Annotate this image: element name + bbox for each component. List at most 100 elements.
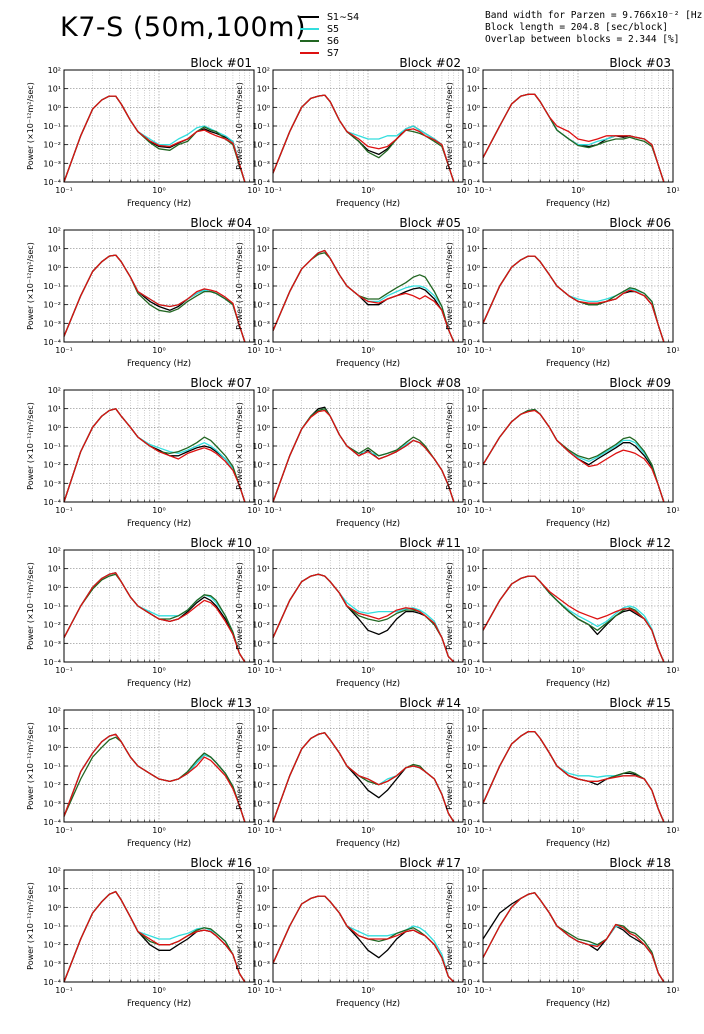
x-tick-label: 10⁻¹	[264, 346, 282, 355]
chart-title: Block #01	[190, 56, 252, 70]
series-line-4	[63, 95, 246, 183]
chart-title: Block #10	[190, 536, 252, 550]
y-axis-label: Power (×10⁻¹²m²/sec)	[235, 402, 244, 490]
x-tick-label: 10⁰	[571, 186, 584, 195]
series-line-4	[482, 575, 665, 663]
legend-item-s5: S5	[300, 23, 420, 35]
chart-title: Block #17	[399, 856, 461, 870]
x-tick-label: 10¹	[247, 986, 260, 995]
chart-title: Block #14	[399, 696, 461, 710]
x-axis-label: Frequency (Hz)	[127, 519, 191, 529]
series-line-3	[63, 573, 246, 663]
x-tick-label: 10⁰	[571, 986, 584, 995]
x-axis-label: Frequency (Hz)	[546, 199, 610, 209]
y-tick-label: 10²	[257, 66, 270, 75]
series-line-4	[272, 573, 455, 663]
series-line-1	[63, 95, 246, 183]
series-line-4	[482, 892, 665, 983]
y-tick-label: 10⁻¹	[252, 282, 270, 291]
x-tick-label: 10⁻¹	[474, 506, 492, 515]
chart-title: Block #13	[190, 696, 252, 710]
y-tick-label: 10²	[48, 66, 61, 75]
x-tick-label: 10¹	[247, 666, 260, 675]
x-tick-label: 10⁰	[571, 826, 584, 835]
y-tick-label: 10⁻¹	[43, 762, 61, 771]
x-tick-label: 10⁻¹	[264, 506, 282, 515]
y-tick-label: 10⁻²	[252, 141, 270, 150]
series-line-2	[63, 572, 246, 663]
series-line-1	[63, 254, 246, 343]
chart-title: Block #07	[190, 376, 252, 390]
legend-label: S5	[327, 23, 340, 35]
legend-line-s1-s4	[300, 16, 319, 18]
y-tick-label: 10¹	[48, 725, 61, 734]
y-tick-label: 10⁰	[48, 263, 61, 272]
x-tick-label: 10⁰	[152, 826, 165, 835]
y-tick-label: 10⁻⁴	[43, 818, 61, 827]
y-tick-label: 10⁻⁴	[462, 818, 480, 827]
y-axis-label: Power (×10⁻¹²m²/sec)	[445, 242, 454, 330]
page-title: K7-S (50m,100m)	[60, 12, 306, 43]
y-tick-label: 10⁻¹	[462, 282, 480, 291]
y-tick-label: 10⁰	[48, 743, 61, 752]
y-tick-label: 10¹	[48, 405, 61, 414]
x-axis-label: Frequency (Hz)	[546, 679, 610, 689]
y-tick-label: 10²	[48, 226, 61, 235]
y-tick-label: 10⁻⁴	[43, 658, 61, 667]
x-tick-label: 10¹	[666, 666, 679, 675]
legend-item-s7: S7	[300, 47, 420, 59]
x-tick-label: 10¹	[456, 826, 469, 835]
y-tick-label: 10²	[467, 226, 480, 235]
x-axis-label: Frequency (Hz)	[127, 999, 191, 1009]
y-tick-label: 10⁻³	[252, 799, 270, 808]
series-line-4	[482, 409, 665, 503]
x-axis-label: Frequency (Hz)	[336, 519, 400, 529]
y-axis-label: Power (×10⁻¹²m²/sec)	[26, 82, 35, 170]
series-line-4	[272, 94, 455, 183]
y-tick-label: 10⁻²	[43, 301, 61, 310]
legend-label: S7	[327, 47, 340, 59]
series-line-2	[272, 408, 455, 503]
y-tick-label: 10²	[467, 866, 480, 875]
series-line-3	[63, 736, 246, 823]
y-tick-label: 10⁰	[467, 583, 480, 592]
legend-line-s5	[300, 28, 319, 30]
x-axis-label: Frequency (Hz)	[336, 199, 400, 209]
y-tick-label: 10⁻³	[252, 479, 270, 488]
y-tick-label: 10⁻²	[252, 621, 270, 630]
y-tick-label: 10⁻²	[462, 461, 480, 470]
series-line-4	[63, 572, 246, 663]
y-tick-label: 10⁻³	[43, 959, 61, 968]
y-tick-label: 10¹	[467, 405, 480, 414]
y-axis-label: Power (×10⁻¹²m²/sec)	[235, 242, 244, 330]
y-tick-label: 10⁰	[48, 423, 61, 432]
x-tick-label: 10¹	[666, 186, 679, 195]
y-tick-label: 10⁻¹	[462, 442, 480, 451]
series-line-4	[63, 890, 246, 983]
y-axis-label: Power (×10⁻¹²m²/sec)	[26, 882, 35, 970]
y-axis-label: Power (×10⁻¹²m²/sec)	[445, 882, 454, 970]
y-axis-label: Power (×10⁻¹²m²/sec)	[445, 402, 454, 490]
x-tick-label: 10⁰	[571, 666, 584, 675]
param-bandwidth: Band width for Parzen = 9.766x10⁻² [Hz]	[485, 10, 704, 21]
y-tick-label: 10⁻²	[43, 781, 61, 790]
y-axis-label: Power (×10⁻¹²m²/sec)	[445, 722, 454, 810]
y-tick-label: 10⁰	[467, 743, 480, 752]
series-line-3	[272, 408, 455, 503]
chart-title: Block #05	[399, 216, 461, 230]
y-tick-label: 10²	[48, 706, 61, 715]
legend-item-s1-s4: S1∼S4	[300, 11, 420, 23]
chart-title: Block #06	[609, 216, 671, 230]
x-axis-label: Frequency (Hz)	[546, 839, 610, 849]
y-axis-label: Power (×10⁻¹²m²/sec)	[445, 82, 454, 170]
chart-title: Block #09	[609, 376, 671, 390]
series-line-4	[63, 408, 246, 503]
x-tick-label: 10⁰	[152, 186, 165, 195]
y-tick-label: 10⁻³	[252, 319, 270, 328]
